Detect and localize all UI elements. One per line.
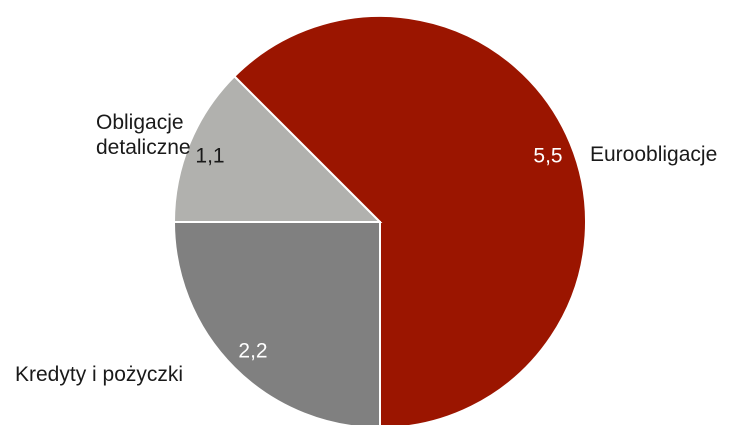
pie-slice bbox=[172, 221, 381, 425]
pie-slice bbox=[232, 15, 587, 425]
value-label: 5,5 bbox=[533, 145, 562, 168]
value-label: 1,1 bbox=[195, 145, 224, 168]
category-label: Kredyty i pożyczki bbox=[15, 363, 184, 386]
category-label: Euroobligacje bbox=[590, 143, 718, 166]
value-label: 2,2 bbox=[238, 340, 267, 363]
pie-slice bbox=[172, 74, 383, 223]
category-label: Obligacje detaliczne bbox=[96, 111, 191, 159]
